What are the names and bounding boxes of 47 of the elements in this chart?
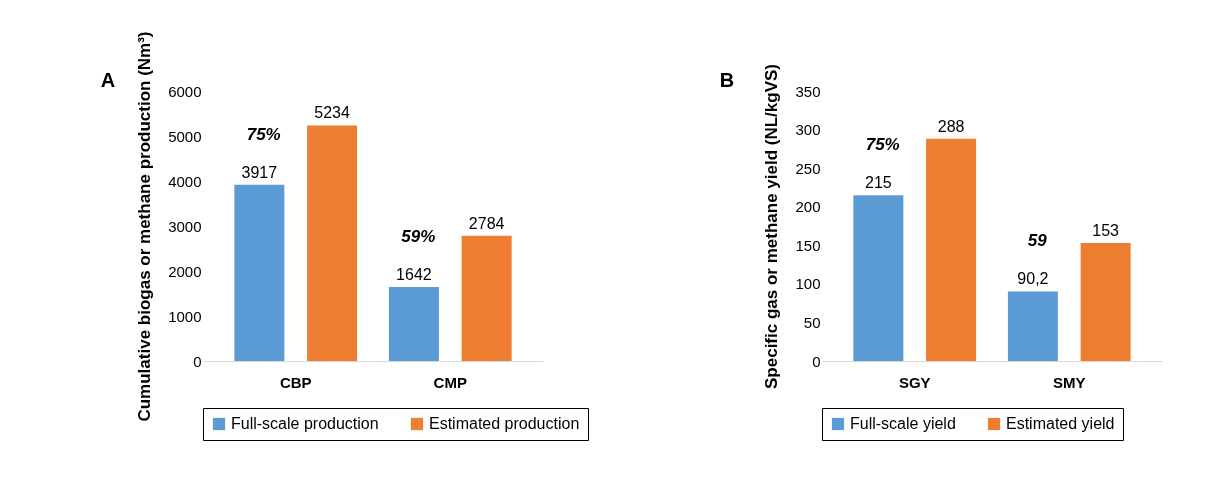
data-label: 90,2 (1017, 270, 1049, 288)
bar (234, 184, 285, 361)
bar (461, 235, 512, 361)
y-tick-label: 6000 (168, 82, 202, 100)
data-label: 215 (865, 174, 892, 192)
y-tick-label: 200 (795, 198, 821, 216)
data-label: 5234 (314, 104, 350, 122)
y-tick-label: 300 (795, 121, 821, 139)
x-tick-label: CMP (433, 373, 467, 391)
y-tick-label: 0 (193, 352, 202, 370)
data-label: 288 (937, 117, 965, 135)
bar (926, 138, 977, 361)
data-label: 3917 (241, 163, 278, 181)
legend-label: Estimated yield (1006, 415, 1115, 432)
legend-label: Full-scale production (231, 415, 379, 432)
text: B (719, 69, 735, 91)
text: A (100, 69, 116, 91)
x-tick-label: SMY (1053, 373, 1086, 391)
bar (1080, 242, 1131, 361)
y-tick-label: 0 (812, 352, 821, 370)
y-tick-label: 3000 (168, 217, 202, 235)
y-tick-label: 5000 (168, 127, 202, 145)
bar (307, 125, 358, 361)
annotation: 59 (1027, 231, 1048, 251)
x-tick-label: CBP (279, 373, 312, 391)
data-label: 2784 (468, 214, 505, 232)
annotation: 59% (401, 227, 436, 247)
y-tick-label: 100 (795, 275, 821, 293)
bar (388, 287, 439, 361)
y-tick-label: 4000 (168, 172, 202, 190)
y-tick-label: 1000 (168, 307, 202, 325)
y-axis-title: Specific gas or methane yield (NL/kgVS) (762, 64, 782, 389)
y-axis-title: Cumulative biogas or methane production (Nm³) (135, 31, 155, 422)
y-tick-label: 150 (795, 236, 821, 254)
data-label: 1642 (396, 266, 432, 284)
y-tick-label: 350 (795, 82, 821, 100)
legend-label: Estimated production (429, 415, 580, 432)
y-tick-label: 50 (803, 313, 821, 331)
data-label: 153 (1092, 221, 1120, 239)
x-tick-label: SGY (898, 373, 931, 391)
bar (1007, 291, 1058, 361)
y-tick-label: 250 (795, 159, 821, 177)
y-tick-label: 2000 (168, 262, 202, 280)
legend-label: Full-scale yield (850, 415, 956, 432)
annotation: 75% (246, 124, 281, 144)
annotation: 75% (865, 135, 900, 155)
bar (853, 195, 904, 361)
